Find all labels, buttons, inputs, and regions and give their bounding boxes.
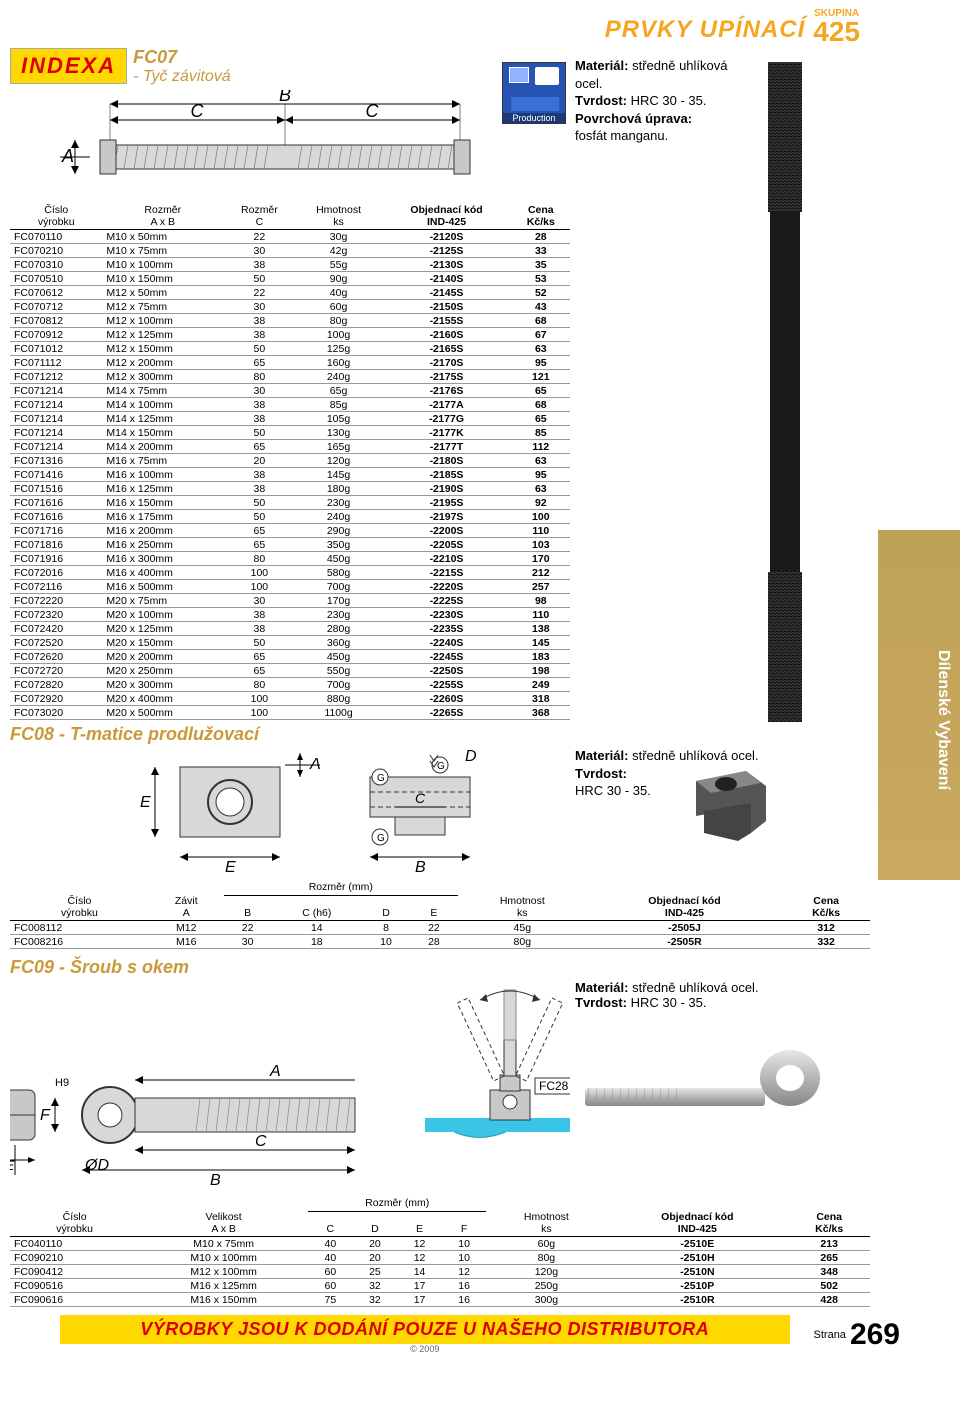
svg-text:H9: H9 (55, 1077, 69, 1089)
category-title: PRVKY UPÍNACÍ (605, 16, 806, 44)
table-row: FC072820M20 x 300mm80700g-2255S249 (10, 678, 570, 692)
fc09-diagram: E A C B ØD F H9 (10, 980, 570, 1190)
table-row: FC071416M16 x 100mm38145g-2185S95 (10, 468, 570, 482)
table-row: FC070310M10 x 100mm3855g-2130S35 (10, 258, 570, 272)
page-label: Strana (814, 1329, 846, 1341)
table-row: FC070612M12 x 50mm2240g-2145S52 (10, 286, 570, 300)
table-row: FC070812M12 x 100mm3880g-2155S68 (10, 314, 570, 328)
indexa-logo: INDEXA (10, 48, 127, 84)
table-row: FC070210M10 x 75mm3042g-2125S33 (10, 244, 570, 258)
group-box: SKUPINA 425 (813, 8, 860, 44)
fc09-title: FC09 - Šroub s okem (10, 957, 960, 978)
table-row: FC071212M12 x 300mm80240g-2175S121 (10, 370, 570, 384)
table-row: FC070712M12 x 75mm3060g-2150S43 (10, 300, 570, 314)
table-row: FC073020M20 x 500mm1001100g-2265S368 (10, 706, 570, 720)
svg-text:E: E (140, 794, 151, 811)
svg-text:D: D (465, 748, 477, 765)
table-row: FC070912M12 x 125mm38100g-2160S67 (10, 328, 570, 342)
group-number: 425 (813, 16, 860, 47)
table-row: FC070510M10 x 150mm5090g-2140S53 (10, 272, 570, 286)
fc07-table: ČíslovýrobkuRozměrA x BRozměrCHmotnostks… (10, 204, 570, 720)
table-row: FC071516M16 x 125mm38180g-2190S63 (10, 482, 570, 496)
table-row: FC071916M16 x 300mm80450g-2210S170 (10, 552, 570, 566)
table-row: FC072016M16 x 400mm100580g-2215S212 (10, 566, 570, 580)
footer-copyright: © 2009 (60, 1344, 790, 1354)
svg-text:G: G (377, 833, 385, 844)
table-row: FC072520M20 x 150mm50360g-2240S145 (10, 636, 570, 650)
table-row: FC070110M10 x 50mm2230g-2120S28 (10, 230, 570, 244)
fc07-code: FC07 (133, 48, 231, 68)
page-number: 269 (850, 1318, 900, 1352)
footer: VÝROBKY JSOU K DODÁNÍ POUZE U NAŠEHO DIS… (60, 1315, 900, 1354)
svg-text:A: A (61, 146, 74, 166)
table-row: FC090616M16 x 150mm75321716300g-2510R428 (10, 1293, 870, 1307)
stud-photo (730, 62, 840, 722)
table-row: FC071214M14 x 200mm65165g-2177T112 (10, 440, 570, 454)
svg-text:A: A (309, 756, 321, 773)
svg-text:E: E (10, 1157, 15, 1173)
fc07-subtitle: - Tyč závitová (133, 68, 231, 86)
table-row: FC071716M16 x 200mm65290g-2200S110 (10, 524, 570, 538)
svg-text:C: C (255, 1133, 267, 1150)
table-row: FC071214M14 x 75mm3065g-2176S65 (10, 384, 570, 398)
table-row: FC071616M16 x 150mm50230g-2195S92 (10, 496, 570, 510)
svg-text:A: A (269, 1063, 281, 1080)
table-row: FC071816M16 x 250mm65350g-2205S103 (10, 538, 570, 552)
table-row: FC040110M10 x 75mm4020121060g-2510E213 (10, 1237, 870, 1251)
table-row: FC090210M10 x 100mm4020121080g-2510H265 (10, 1251, 870, 1265)
table-row: FC072420M20 x 125mm38280g-2235S138 (10, 622, 570, 636)
table-row: FC090412M12 x 100mm60251412120g-2510N348 (10, 1265, 870, 1279)
svg-text:ØD: ØD (84, 1157, 109, 1174)
table-row: FC071214M14 x 125mm38105g-2177G65 (10, 412, 570, 426)
table-row: FC008112M12221482245g-2505J312 (10, 921, 870, 935)
table-row: FC071616M16 x 175mm50240g-2197S100 (10, 510, 570, 524)
fc09-material-box: Materiál: středně uhlíková ocel. Tvrdost… (575, 980, 759, 1010)
fc07-diagram: B C C A (40, 90, 510, 200)
table-row: FC072620M20 x 200mm65450g-2245S183 (10, 650, 570, 664)
table-row: FC071214M14 x 100mm3885g-2177A68 (10, 398, 570, 412)
table-row: FC072220M20 x 75mm30170g-2225S98 (10, 594, 570, 608)
svg-text:G: G (437, 761, 445, 772)
table-row: FC071012M12 x 150mm50125g-2165S63 (10, 342, 570, 356)
table-row: FC072720M20 x 250mm65550g-2250S198 (10, 664, 570, 678)
table-row: FC071214M14 x 150mm50130g-2177K85 (10, 426, 570, 440)
side-tab: Dílenské Vybavení (878, 530, 960, 880)
fc07-material-box: Materiál: středně uhlíková ocel. Tvrdost… (575, 55, 735, 153)
svg-text:F: F (40, 1107, 51, 1124)
fc08-table: Rozměr (mm)ČíslovýrobkuZávitABC (h6)DEHm… (10, 881, 870, 949)
fc08-diagram: A E E G G G D C B (10, 747, 570, 877)
table-row: FC071112M12 x 200mm65160g-2170S95 (10, 356, 570, 370)
svg-text:C: C (191, 101, 205, 121)
fc08-title: FC08 - T-matice prodlužovací (10, 724, 960, 745)
fc08-photo (676, 751, 786, 851)
table-row: FC072320M20 x 100mm38230g-2230S110 (10, 608, 570, 622)
table-row: FC090516M16 x 125mm60321716250g-2510P502 (10, 1279, 870, 1293)
svg-text:B: B (415, 859, 426, 876)
footer-text: VÝROBKY JSOU K DODÁNÍ POUZE U NAŠEHO DIS… (60, 1315, 790, 1344)
svg-text:C: C (366, 101, 380, 121)
svg-text:FC28: FC28 (539, 1079, 569, 1093)
production-icon: Production (502, 62, 566, 124)
svg-text:C: C (415, 790, 426, 806)
fc09-table: Rozměr (mm)ČíslovýrobkuVelikostA x BCDEF… (10, 1197, 870, 1307)
svg-text:G: G (377, 773, 385, 784)
table-row: FC072116M16 x 500mm100700g-2220S257 (10, 580, 570, 594)
table-row: FC071316M16 x 75mm20120g-2180S63 (10, 454, 570, 468)
page-header: PRVKY UPÍNACÍ SKUPINA 425 (0, 0, 960, 48)
table-row: FC008216M163018102880g-2505R332 (10, 935, 870, 949)
fc07-title-block: FC07 - Tyč závitová (133, 48, 231, 86)
side-tab-text: Dílenské Vybavení (934, 650, 952, 790)
fc09-photo (575, 1020, 845, 1170)
svg-text:B: B (210, 1172, 221, 1189)
table-row: FC072920M20 x 400mm100880g-2260S318 (10, 692, 570, 706)
svg-text:E: E (225, 859, 236, 876)
svg-text:B: B (279, 90, 291, 105)
